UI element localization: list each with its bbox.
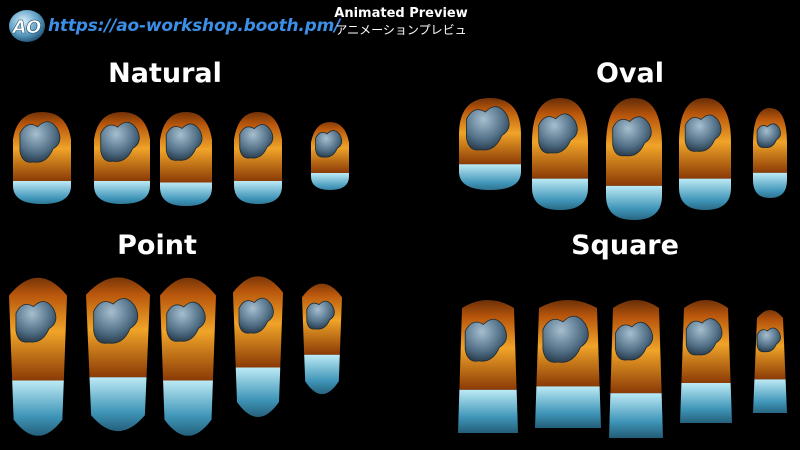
nail-square-1 <box>458 300 518 433</box>
claw-decoration <box>19 121 61 163</box>
nail-point-4 <box>233 276 283 417</box>
claw-decoration <box>239 124 274 159</box>
nail-natural-1 <box>13 112 71 204</box>
preview-title: Animated Preview <box>334 6 468 21</box>
claw-decoration <box>615 321 654 361</box>
group-title-oval: Oval <box>595 58 665 89</box>
ao-logo: AO <box>8 9 46 43</box>
claw-decoration <box>100 121 140 162</box>
nail-point-5 <box>302 283 342 395</box>
preview-caption: Animated Preview アニメーションプレビュ <box>318 6 484 38</box>
claw-decoration <box>612 116 652 157</box>
nail-point-1 <box>9 277 67 436</box>
claw-decoration <box>165 123 203 161</box>
claw-decoration <box>538 113 578 154</box>
nail-square-2 <box>535 300 601 428</box>
nail-oval-4 <box>679 98 731 210</box>
claw-decoration <box>756 123 781 148</box>
nail-oval-3 <box>606 98 662 220</box>
group-title-square: Square <box>571 230 679 261</box>
nail-square-5 <box>753 310 787 413</box>
claw-decoration <box>542 315 589 363</box>
shop-url-link[interactable]: https://ao-workshop.booth.pm/ <box>48 16 341 36</box>
claw-decoration <box>166 301 206 342</box>
claw-decoration <box>464 318 507 362</box>
nail-oval-5 <box>753 108 787 198</box>
claw-decoration <box>315 130 343 158</box>
claw-decoration <box>685 318 723 356</box>
claw-decoration <box>756 327 781 353</box>
group-title-natural: Natural <box>108 58 222 89</box>
nail-square-4 <box>680 300 732 423</box>
nail-square-3 <box>609 300 663 438</box>
nail-point-3 <box>160 277 216 436</box>
nail-natural-4 <box>234 112 282 204</box>
nail-natural-2 <box>94 112 150 204</box>
claw-decoration <box>15 301 57 343</box>
nail-point-2 <box>86 277 150 432</box>
preview-subtitle: アニメーションプレビュ <box>335 23 467 37</box>
group-title-point: Point <box>117 230 197 261</box>
claw-decoration <box>684 114 722 152</box>
nail-oval-2 <box>532 98 588 210</box>
claw-decoration <box>466 106 510 151</box>
nail-natural-5 <box>311 122 349 190</box>
nail-oval-1 <box>459 98 521 190</box>
nail-natural-3 <box>160 112 212 206</box>
claw-decoration <box>306 300 335 330</box>
claw-decoration <box>93 298 139 344</box>
ao-logo-text: AO <box>11 17 42 38</box>
claw-decoration <box>238 297 274 334</box>
